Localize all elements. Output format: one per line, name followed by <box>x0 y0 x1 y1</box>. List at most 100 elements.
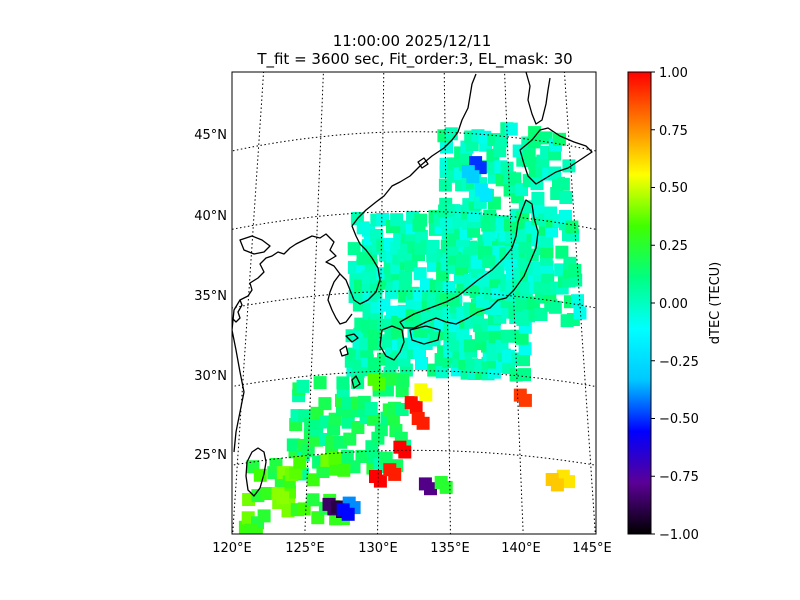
dtec-pixel <box>355 450 369 463</box>
lat-tick-label: 40°N <box>194 209 227 224</box>
dtec-pixel-layer <box>238 122 587 534</box>
colorbar-tick-label: 0.50 <box>659 181 688 196</box>
dtec-pixel <box>494 134 508 148</box>
dtec-pixel <box>306 493 320 507</box>
map-frame <box>231 71 597 535</box>
dtec-pixel <box>548 300 562 314</box>
dtec-pixel <box>293 455 307 469</box>
colorbar-label: dTEC (TECU) <box>708 262 723 345</box>
dtec-pixel <box>415 357 428 370</box>
dtec-point <box>398 445 412 459</box>
dtec-point <box>550 478 564 492</box>
dtec-pixel <box>253 468 267 482</box>
dtec-point <box>518 393 532 407</box>
dtec-pixel <box>446 293 460 307</box>
dtec-pixel <box>456 254 469 268</box>
dtec-pixel <box>540 245 554 259</box>
colorbar-tick-label: −1.00 <box>659 528 699 543</box>
lat-tick-label: 45°N <box>194 128 227 143</box>
dtec-point <box>409 400 423 414</box>
title-line-1: 11:00:00 2025/12/11 <box>333 32 492 50</box>
coastline-hokkaido <box>519 127 593 185</box>
dtec-pixel <box>515 331 529 345</box>
dtec-pixel <box>374 423 388 437</box>
dtec-pixel <box>556 177 570 191</box>
dtec-point <box>388 467 402 481</box>
dtec-pixel <box>296 379 310 393</box>
dtec-pixel <box>558 210 572 223</box>
dtec-pixel <box>562 159 576 173</box>
dtec-pixel <box>531 191 545 205</box>
dtec-pixel <box>376 213 390 226</box>
colorbar-tick-label: −0.50 <box>659 412 699 427</box>
dtec-pixel <box>370 229 384 242</box>
dtec-pixel <box>390 213 404 227</box>
title-line-2: T_fit = 3600 sec, Fit_order:3, EL_mask: … <box>256 50 572 69</box>
coastline-shandong <box>239 235 271 255</box>
colorbar-tick-label: −0.75 <box>659 470 699 485</box>
dtec-pixel <box>573 306 587 320</box>
dtec-pixel <box>463 339 477 353</box>
lat-tick-label: 35°N <box>194 289 227 304</box>
dtec-pixel <box>399 270 413 284</box>
coastline-okinawa <box>351 375 361 389</box>
colorbar-tick-label: 1.00 <box>659 66 688 81</box>
dtec-pixel <box>495 339 509 353</box>
dtec-point <box>562 475 575 489</box>
dtec-pixel <box>313 376 327 390</box>
parallel-line <box>232 370 596 388</box>
dtec-pixel <box>568 264 582 277</box>
coastline-kyushu <box>379 325 405 361</box>
lon-tick-label: 130°E <box>358 541 398 556</box>
dtec-pixel <box>500 329 514 343</box>
lon-tick-label: 125°E <box>285 541 325 556</box>
coastline-tsushima <box>339 345 349 357</box>
dtec-pixel <box>289 466 303 480</box>
dtec-pixel <box>515 298 529 312</box>
dtec-pixel <box>477 273 491 287</box>
dtec-point <box>249 527 263 534</box>
longitude-labels: 120°E 125°E 130°E 135°E 140°E 145°E <box>212 541 612 556</box>
dtec-pixel <box>559 191 573 204</box>
dtec-point <box>424 482 437 496</box>
dtec-pixel <box>364 402 378 415</box>
coastline-sado <box>417 157 429 169</box>
coastlines <box>232 72 593 497</box>
dtec-pixel <box>414 213 428 227</box>
dtec-pixel <box>379 451 393 465</box>
dtec-pixel <box>565 220 579 234</box>
dtec-point <box>372 377 386 391</box>
dtec-pixel <box>351 421 365 434</box>
dtec-pixel <box>436 267 450 281</box>
dtec-pixel <box>413 267 427 281</box>
dtec-pixel <box>257 509 271 523</box>
dtec-point <box>479 188 493 202</box>
dtec-pixel <box>435 365 449 379</box>
meridian-line <box>563 72 596 534</box>
dtec-pixel <box>351 375 365 389</box>
map-panel: 25°N 30°N 35°N 40°N 45°N 120°E 125°E 130… <box>194 71 612 556</box>
colorbar-tick-label: −0.25 <box>659 355 699 370</box>
coastline-shikoku <box>409 325 441 345</box>
lon-tick-label: 120°E <box>212 541 252 556</box>
colorbar: 1.00 0.75 0.50 0.25 0.00 −0.25 −0.50 −0.… <box>627 66 723 543</box>
dtec-pixel <box>553 132 566 146</box>
coastline-korea-west <box>327 273 353 325</box>
dtec-pixel <box>414 229 428 243</box>
dtec-pixel <box>489 266 503 280</box>
dtec-pixel <box>347 460 361 474</box>
dtec-point <box>439 480 453 494</box>
dtec-pixel <box>318 397 332 411</box>
coastline-taiwan <box>245 447 267 497</box>
coastline-jeju <box>345 333 359 343</box>
dtec-pixel <box>395 384 409 397</box>
dtec-pixel <box>426 240 440 253</box>
colorbar-tick-label: 0.25 <box>659 239 688 254</box>
dtec-pixel <box>518 342 532 356</box>
coastline-mainland <box>232 73 477 323</box>
dtec-pixel <box>555 245 569 259</box>
lon-tick-label: 145°E <box>572 541 612 556</box>
dtec-pixel <box>399 363 413 377</box>
dtec-pixel <box>505 246 519 260</box>
latitude-labels: 25°N 30°N 35°N 40°N 45°N <box>194 128 227 463</box>
